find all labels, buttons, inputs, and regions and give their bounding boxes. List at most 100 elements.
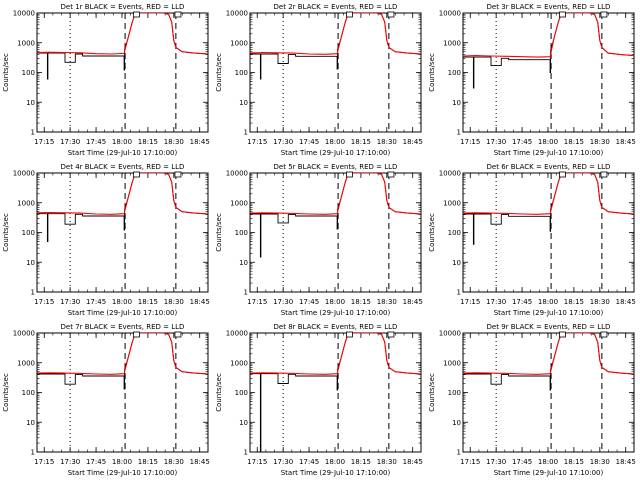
y-tick-label: 1 — [457, 129, 461, 137]
y-tick-label: 10 — [26, 99, 35, 107]
events-series-line — [463, 13, 634, 89]
x-tick-label: 18:45 — [190, 458, 210, 466]
y-tick-label: 10 — [452, 99, 461, 107]
interval-marker-box — [174, 171, 182, 178]
detector-chart-5: Det 5r BLACK = Events, RED = LLD Counts/s… — [215, 163, 423, 317]
interval-marker-box — [600, 331, 608, 338]
interval-marker-box — [133, 171, 140, 178]
x-tick-label: 18:15 — [138, 298, 158, 306]
y-axis-label: Counts/sec — [2, 53, 10, 92]
x-tick-label: 17:45 — [86, 138, 106, 146]
lld-series-line — [463, 173, 634, 215]
y-tick-label: 100 — [448, 229, 461, 237]
detector-chart-8: Det 8r BLACK = Events, RED = LLD Counts/s… — [215, 323, 423, 477]
y-tick-label: 1 — [457, 289, 461, 297]
y-tick-label: 10 — [239, 99, 248, 107]
y-tick-label: 10 — [26, 259, 35, 267]
x-tick-label: 17:15 — [460, 458, 480, 466]
y-tick-label: 10000 — [13, 330, 35, 338]
interval-marker-box — [600, 11, 608, 18]
panel-title: Det 2r BLACK = Events, RED = LLD — [274, 3, 398, 11]
x-tick-label: 17:30 — [273, 458, 293, 466]
lld-series-line — [250, 173, 421, 215]
detector-panel-6: Det 6r BLACK = Events, RED = LLD Counts/s… — [426, 160, 639, 320]
x-tick-label: 17:45 — [86, 458, 106, 466]
x-tick-label: 17:30 — [486, 298, 506, 306]
plot-frame — [36, 172, 209, 293]
x-axis-label: Start Time (29-Jul-10 17:10:00) — [494, 309, 604, 317]
y-tick-label: 10000 — [439, 170, 461, 178]
x-tick-label: 17:15 — [247, 458, 267, 466]
x-tick-label: 18:45 — [190, 138, 210, 146]
x-tick-label: 18:45 — [190, 298, 210, 306]
x-tick-label: 17:45 — [512, 138, 532, 146]
detector-chart-9: Det 9r BLACK = Events, RED = LLD Counts/s… — [428, 323, 636, 477]
x-tick-label: 18:15 — [564, 298, 584, 306]
x-tick-label: 17:15 — [34, 298, 54, 306]
events-series-line — [463, 333, 634, 391]
interval-marker-box — [133, 331, 140, 338]
panel-title: Det 3r BLACK = Events, RED = LLD — [487, 3, 611, 11]
x-tick-label: 17:15 — [460, 138, 480, 146]
x-tick-label: 18:15 — [351, 298, 371, 306]
y-tick-label: 10000 — [226, 170, 248, 178]
detector-panel-1: Det 1r BLACK = Events, RED = LLD Counts/s… — [0, 0, 213, 160]
events-series-line — [37, 173, 208, 242]
x-tick-label: 18:00 — [538, 458, 558, 466]
x-tick-label: 18:45 — [616, 138, 636, 146]
x-tick-label: 18:30 — [164, 298, 184, 306]
events-series-line — [250, 173, 421, 258]
y-tick-label: 1 — [244, 449, 248, 457]
panel-title: Det 9r BLACK = Events, RED = LLD — [487, 323, 611, 331]
lld-series-line — [463, 333, 634, 375]
lld-series-line — [37, 173, 208, 215]
x-tick-label: 17:15 — [460, 298, 480, 306]
y-tick-label: 10 — [239, 419, 248, 427]
x-axis-label: Start Time (29-Jul-10 17:10:00) — [494, 149, 604, 157]
x-tick-label: 17:30 — [273, 138, 293, 146]
detector-panel-3: Det 3r BLACK = Events, RED = LLD Counts/s… — [426, 0, 639, 160]
x-tick-label: 18:00 — [538, 138, 558, 146]
interval-marker-box — [559, 171, 566, 178]
x-axis-label: Start Time (29-Jul-10 17:10:00) — [68, 149, 178, 157]
interval-marker-box — [600, 171, 608, 178]
detector-panel-5: Det 5r BLACK = Events, RED = LLD Counts/s… — [213, 160, 426, 320]
events-series-line — [37, 13, 208, 80]
x-tick-label: 18:00 — [538, 298, 558, 306]
y-tick-label: 1000 — [17, 39, 35, 47]
events-series-line — [250, 13, 421, 80]
y-axis-label: Counts/sec — [2, 213, 10, 252]
x-tick-label: 18:30 — [164, 138, 184, 146]
events-series-line — [250, 333, 421, 452]
y-tick-label: 1000 — [230, 199, 248, 207]
x-tick-label: 17:45 — [299, 458, 319, 466]
x-tick-label: 17:45 — [512, 298, 532, 306]
y-axis-label: Counts/sec — [215, 213, 223, 252]
x-tick-label: 18:30 — [377, 458, 397, 466]
y-tick-label: 1000 — [17, 359, 35, 367]
x-tick-label: 18:15 — [564, 138, 584, 146]
y-tick-label: 10000 — [226, 10, 248, 18]
y-tick-label: 100 — [235, 229, 248, 237]
interval-marker-box — [346, 171, 353, 178]
panel-title: Det 8r BLACK = Events, RED = LLD — [274, 323, 398, 331]
y-tick-label: 1000 — [443, 359, 461, 367]
x-tick-label: 18:00 — [112, 298, 132, 306]
y-tick-label: 1000 — [443, 199, 461, 207]
x-tick-label: 18:15 — [138, 458, 158, 466]
events-series-line — [463, 173, 634, 245]
detector-chart-6: Det 6r BLACK = Events, RED = LLD Counts/s… — [428, 163, 636, 317]
y-tick-label: 1000 — [443, 39, 461, 47]
interval-marker-box — [346, 11, 353, 18]
detector-panel-7: Det 7r BLACK = Events, RED = LLD Counts/s… — [0, 320, 213, 480]
plot-frame — [249, 172, 422, 293]
x-tick-label: 17:45 — [299, 138, 319, 146]
x-tick-label: 18:00 — [325, 458, 345, 466]
x-tick-label: 17:30 — [486, 138, 506, 146]
y-tick-label: 10 — [26, 419, 35, 427]
panel-title: Det 6r BLACK = Events, RED = LLD — [487, 163, 611, 171]
y-tick-label: 100 — [448, 69, 461, 77]
x-tick-label: 18:45 — [616, 458, 636, 466]
x-tick-label: 18:45 — [616, 298, 636, 306]
interval-marker-box — [387, 171, 395, 178]
